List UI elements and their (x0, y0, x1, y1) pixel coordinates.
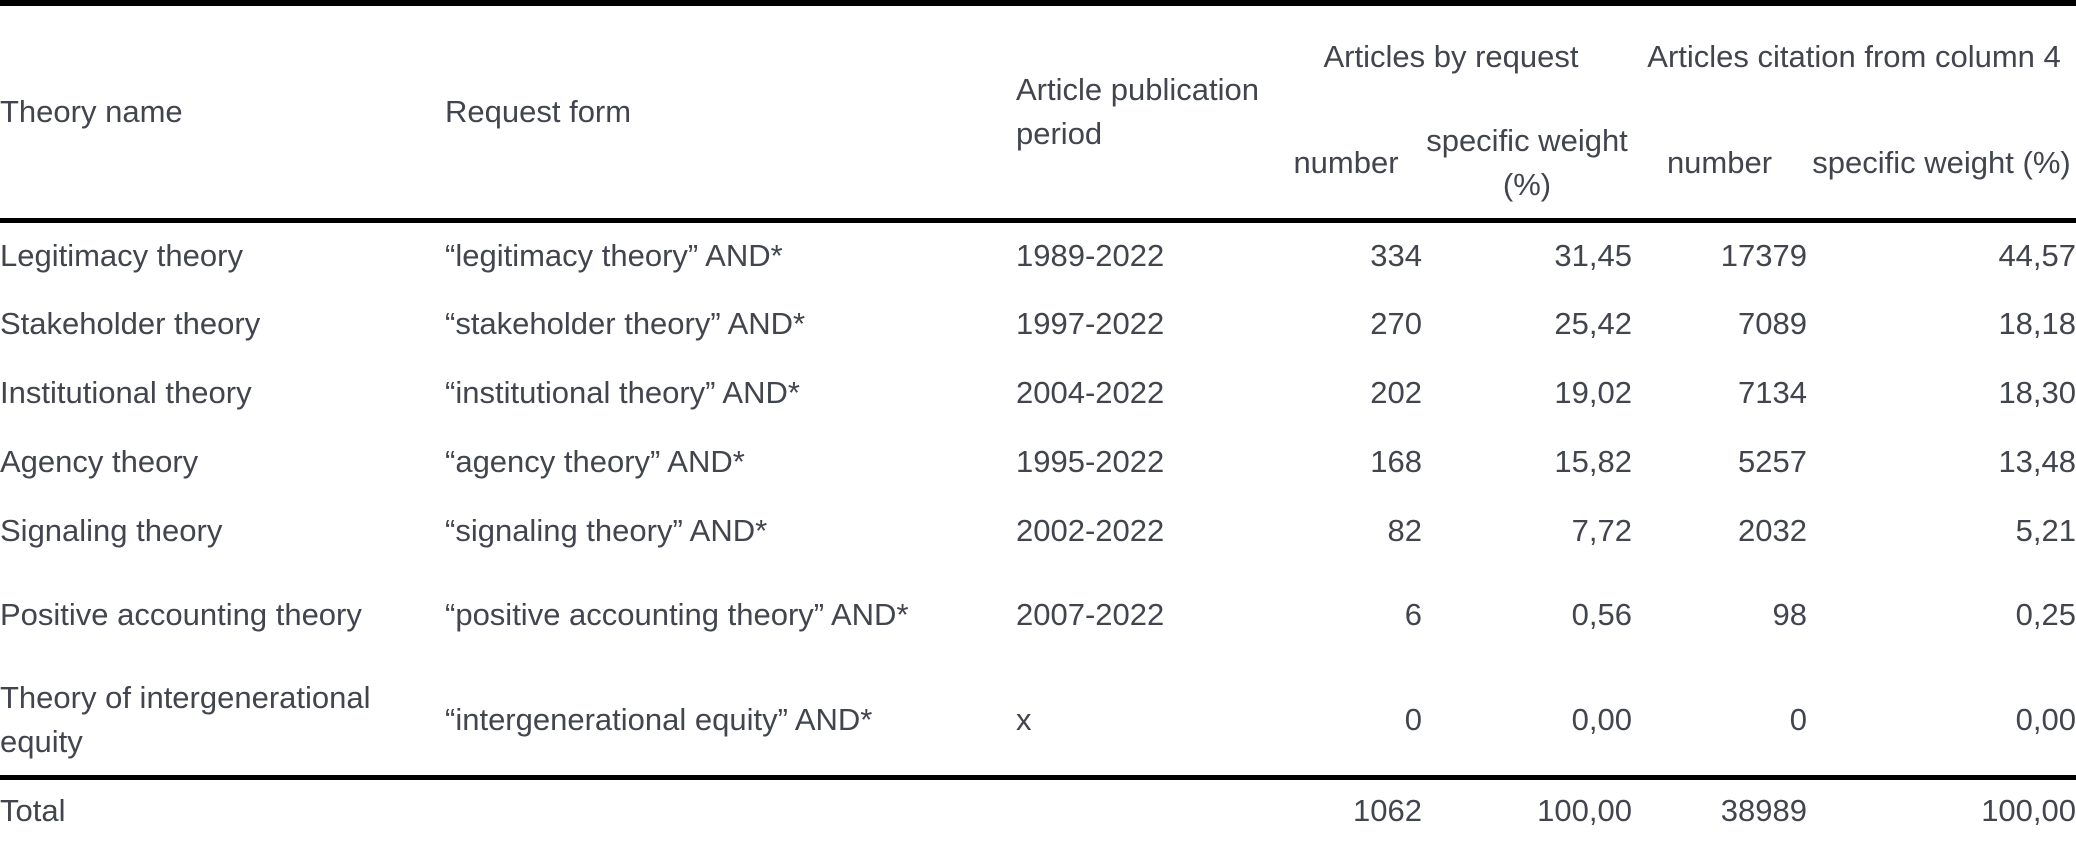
cell-total-request (445, 775, 1016, 842)
cell-citation-number: 98 (1772, 597, 1807, 633)
cell-request-form: “signaling theory” AND* (445, 512, 768, 548)
header-request-weight: specific weight (%) (1422, 108, 1632, 223)
header-theory-name: Theory name (0, 0, 445, 223)
cell-request-weight: 19,02 (1554, 374, 1632, 410)
cell-request-number: 6 (1404, 597, 1422, 633)
cell-total-label: Total (0, 775, 445, 842)
cell-theory-name: Theory of intergenerational equity (0, 680, 371, 760)
cell-request-number: 82 (1387, 512, 1422, 548)
table-total-row: Total 1062 100,00 38989 100,00 (0, 775, 2076, 842)
cell-citation-number: 2032 (1738, 512, 1807, 548)
cell-request-number: 168 (1370, 443, 1422, 479)
cell-request-number: 334 (1370, 238, 1422, 274)
cell-total-request-number: 1062 (1270, 775, 1422, 842)
cell-citation-weight: 44,57 (1998, 238, 2076, 274)
cell-request-weight: 15,82 (1554, 443, 1632, 479)
cell-citation-weight: 0,25 (2015, 597, 2076, 633)
cell-request-weight: 25,42 (1554, 305, 1632, 341)
table-row: Positive accounting theory “positive acc… (0, 566, 2076, 666)
cell-request-weight: 7,72 (1571, 512, 1632, 548)
cell-request-form: “intergenerational equity” AND* (445, 702, 873, 738)
table-header-row-2: number specific weight (%) number specif… (0, 108, 2076, 223)
table-row: Agency theory “agency theory” AND* 1995-… (0, 428, 2076, 497)
cell-citation-weight: 5,21 (2015, 512, 2076, 548)
cell-theory-name: Legitimacy theory (0, 238, 243, 274)
cell-request-weight: 0,56 (1571, 597, 1632, 633)
cell-theory-name: Positive accounting theory (0, 597, 362, 633)
cell-period: 1997-2022 (1016, 305, 1165, 341)
cell-theory-name: Stakeholder theory (0, 305, 261, 341)
cell-period: 2007-2022 (1016, 597, 1165, 633)
cell-total-request-weight: 100,00 (1422, 775, 1632, 842)
table-row: Legitimacy theory “legitimacy theory” AN… (0, 221, 2076, 290)
cell-request-weight: 0,00 (1571, 702, 1632, 738)
cell-request-number: 270 (1370, 305, 1422, 341)
cell-request-form: “stakeholder theory” AND* (445, 305, 806, 341)
cell-citation-weight: 0,00 (2015, 702, 2076, 738)
header-publication-period: Article publication period (1016, 0, 1270, 223)
cell-request-weight: 31,45 (1554, 238, 1632, 274)
cell-total-citation-number: 38989 (1632, 775, 1807, 842)
cell-total-period (1016, 775, 1270, 842)
cell-period: 2004-2022 (1016, 374, 1165, 410)
cell-theory-name: Agency theory (0, 443, 199, 479)
cell-request-form: “agency theory” AND* (445, 443, 745, 479)
table-header-row-1: Theory name Request form Article publica… (0, 0, 2076, 223)
cell-period: 2002-2022 (1016, 512, 1165, 548)
cell-citation-number: 17379 (1720, 238, 1807, 274)
header-request-form: Request form (445, 0, 1016, 223)
cell-citation-number: 7089 (1738, 305, 1807, 341)
table-row: Institutional theory “institutional theo… (0, 359, 2076, 428)
header-citation-weight: specific weight (%) (1807, 108, 2076, 223)
header-request-number: number (1270, 108, 1422, 223)
header-articles-citation: Articles citation from column 4 (1632, 0, 2076, 108)
table-row: Signaling theory “signaling theory” AND*… (0, 497, 2076, 566)
cell-theory-name: Signaling theory (0, 512, 223, 548)
cell-request-form: “legitimacy theory” AND* (445, 238, 783, 274)
cell-period: x (1016, 702, 1032, 738)
cell-request-form: “institutional theory” AND* (445, 374, 800, 410)
header-articles-by-request: Articles by request (1270, 0, 1632, 108)
table-row: Theory of intergenerational equity “inte… (0, 666, 2076, 778)
cell-request-number: 202 (1370, 374, 1422, 410)
cell-citation-weight: 18,18 (1998, 305, 2076, 341)
header-citation-number: number (1632, 108, 1807, 223)
cell-citation-number: 7134 (1738, 374, 1807, 410)
cell-period: 1989-2022 (1016, 238, 1165, 274)
cell-request-number: 0 (1404, 702, 1422, 738)
cell-citation-number: 5257 (1738, 443, 1807, 479)
cell-citation-number: 0 (1789, 702, 1807, 738)
cell-request-form: “positive accounting theory” AND* (445, 597, 909, 633)
cell-total-citation-weight: 100,00 (1807, 775, 2076, 842)
cell-theory-name: Institutional theory (0, 374, 252, 410)
cell-citation-weight: 13,48 (1998, 443, 2076, 479)
cell-period: 1995-2022 (1016, 443, 1165, 479)
table-row: Stakeholder theory “stakeholder theory” … (0, 290, 2076, 359)
cell-citation-weight: 18,30 (1998, 374, 2076, 410)
